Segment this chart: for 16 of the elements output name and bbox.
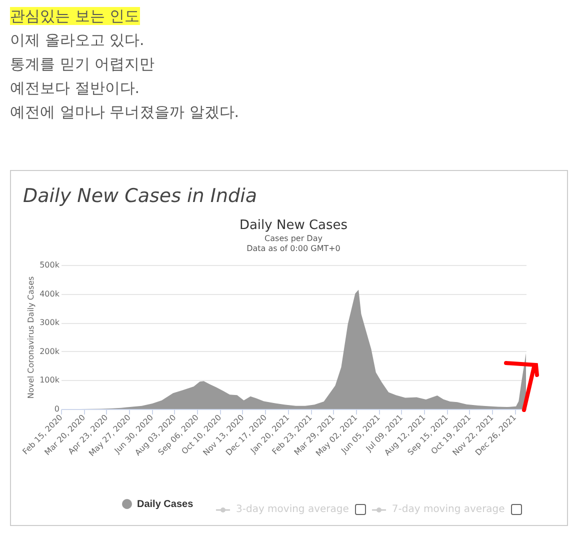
y-tick-label: 400k (40, 289, 60, 298)
y-tick-label: 0 (54, 404, 60, 414)
y-tick-label: 500k (40, 260, 60, 270)
y-axis-title: Novel Coronavirus Daily Cases (26, 276, 36, 399)
legend-label: Daily Cases (137, 499, 194, 510)
text: 관심있는 보는 인도 (10, 7, 140, 25)
y-tick-label: 200k (40, 346, 60, 356)
text: 통계를 믿기 어렵지만 (10, 55, 155, 73)
chart-subtitle: Cases per Day Data as of 0:00 GMT+0 (246, 234, 340, 253)
y-tick-label: 100k (40, 376, 60, 385)
y-tick-label: 300k (40, 318, 60, 328)
text: 예전보다 절반이다. (10, 79, 140, 97)
text: 이제 올라오고 있다. (10, 31, 144, 49)
text: Daily New Cases in India (22, 184, 258, 207)
chart-title: Daily New Cases (239, 218, 348, 233)
text: 예전에 얼마나 무너졌을까 알겠다. (10, 103, 240, 121)
